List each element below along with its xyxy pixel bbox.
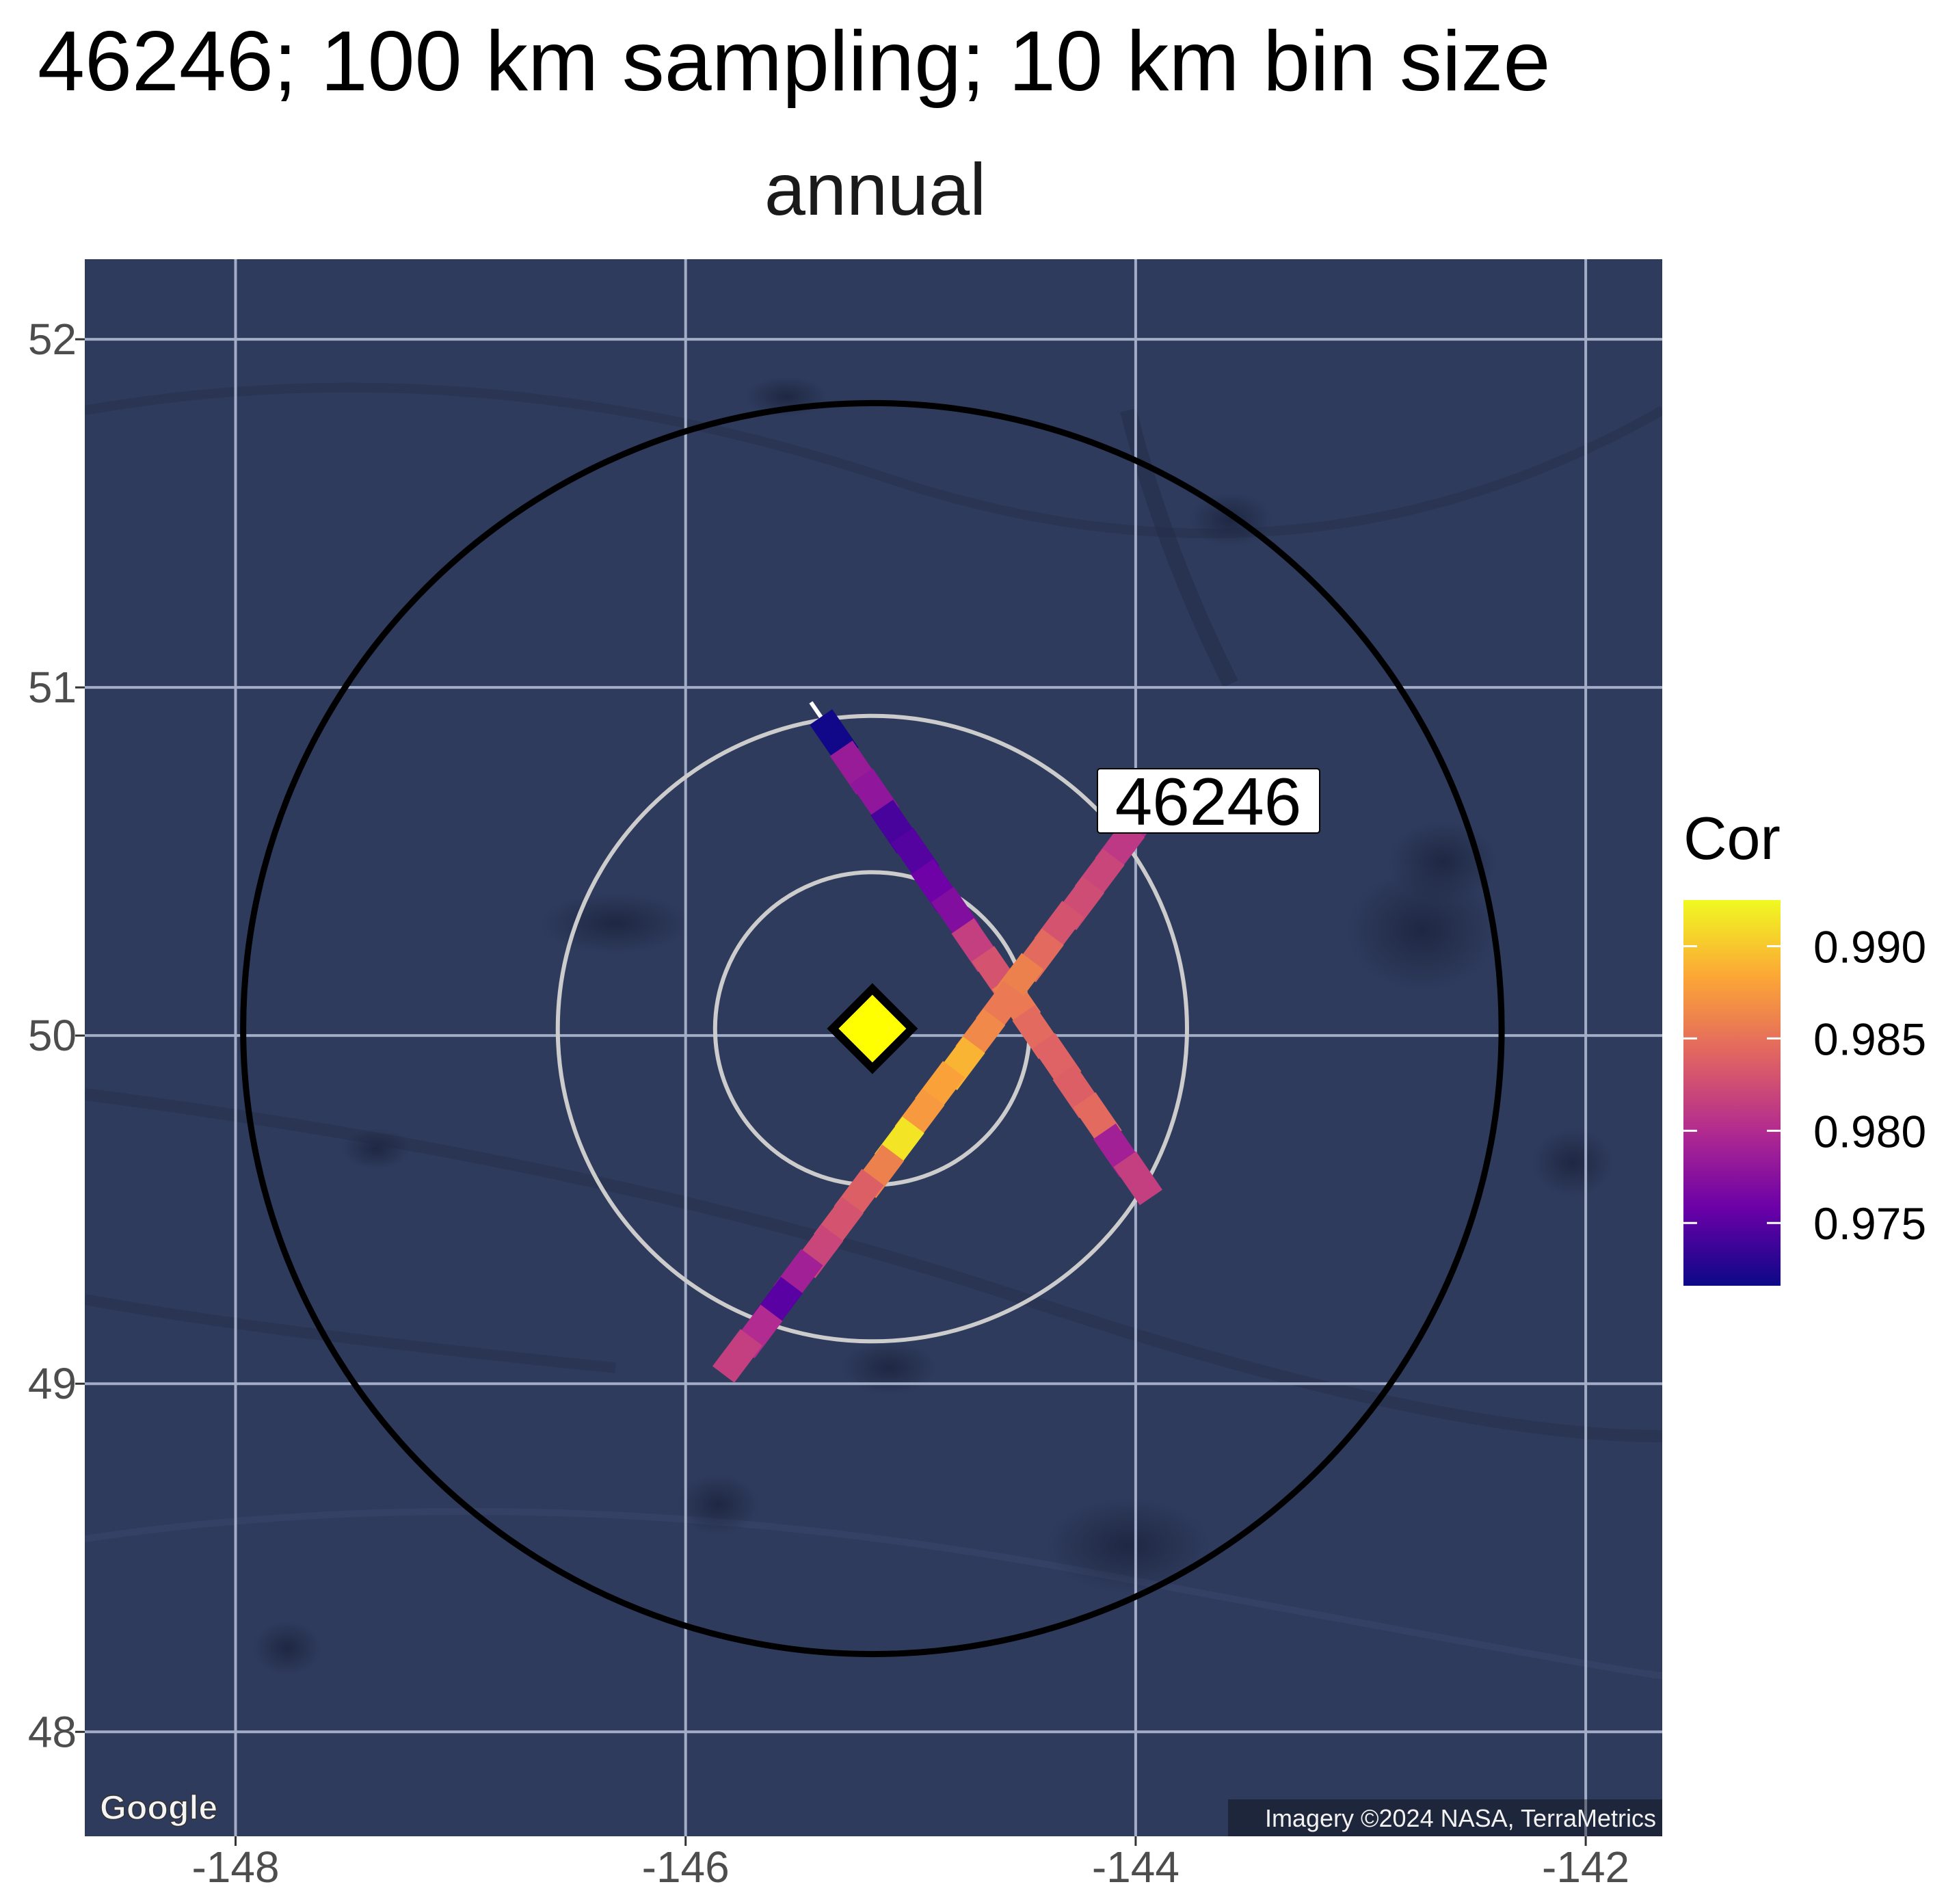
x-axis-labels: -148 -146 -144 -142: [191, 1842, 1629, 1892]
legend-tick-label: 0.985: [1813, 1014, 1926, 1064]
station-label: 46246: [1097, 764, 1320, 839]
correlation-bin: [1113, 1151, 1162, 1206]
legend-tick-label: 0.980: [1813, 1106, 1926, 1156]
y-tick-label: 50: [28, 1011, 77, 1060]
axis-ticks: [75, 338, 1587, 1846]
y-tick-label: 52: [28, 315, 77, 364]
google-logo: Google: [100, 1788, 217, 1827]
imagery-attribution: Imagery ©2024 NASA, TerraMetrics: [1265, 1804, 1656, 1832]
legend-tick-label: 0.975: [1813, 1198, 1926, 1249]
x-tick-label: -146: [642, 1842, 730, 1892]
range-ring: [240, 399, 1505, 1658]
legend-ticks: 0.990 0.985 0.980 0.975: [1683, 921, 1926, 1249]
legend-colorbar: [1683, 900, 1781, 1286]
figure-title: 46246; 100 km sampling; 10 km bin size: [38, 14, 1551, 109]
x-tick-label: -144: [1092, 1842, 1180, 1892]
x-tick-label: -148: [191, 1842, 279, 1892]
attribution-background: [1228, 1799, 1662, 1836]
figure-subtitle: annual: [764, 148, 987, 230]
x-tick-label: -142: [1542, 1842, 1629, 1892]
legend-title: Cor: [1683, 804, 1781, 872]
station-diamond: [827, 983, 918, 1074]
y-tick-label: 51: [28, 663, 77, 712]
y-tick-label: 49: [28, 1359, 77, 1408]
y-tick-label: 48: [28, 1707, 77, 1756]
range-ring: [555, 713, 1189, 1344]
correlation-bins: [712, 709, 1165, 1383]
station-label-text: 46246: [1115, 764, 1302, 839]
correlation-bin: [712, 1329, 762, 1383]
y-axis-labels: 52 51 50 49 48: [28, 315, 77, 1756]
station-label-box: [1097, 768, 1320, 834]
legend: Cor 0.990 0.985 0.980 0.975: [1683, 804, 1926, 1286]
legend-tick-label: 0.990: [1813, 921, 1926, 972]
ocean-floor-texture: [85, 376, 1662, 1679]
buoy-station-marker: [827, 983, 918, 1074]
range-rings: [240, 399, 1505, 1658]
